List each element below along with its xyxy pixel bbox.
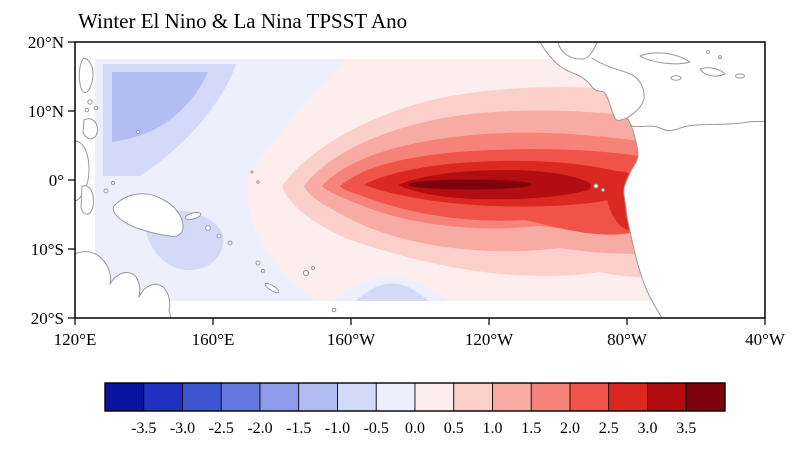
colorbar-tick-label: 1.5 <box>521 420 541 437</box>
fiji-island <box>302 269 310 277</box>
vanuatu-island <box>255 260 261 266</box>
colorbar-segment <box>182 382 222 412</box>
colorbar-tick-label: -3.5 <box>131 420 156 437</box>
america-landmass <box>540 42 765 318</box>
galapagos-island <box>601 188 605 192</box>
colorbar-tick-label: 2.0 <box>560 420 580 437</box>
y-tick-label: 10°N <box>28 102 64 121</box>
colorbar-segment <box>569 382 610 412</box>
contour-level-neg1.5-nw <box>112 72 208 142</box>
colorbar-segment <box>647 382 687 412</box>
cuba-island <box>639 52 691 65</box>
visayas-island <box>87 99 93 105</box>
x-tick-label: 80°W <box>607 330 648 349</box>
solomon-island <box>227 240 233 246</box>
solomon-island <box>216 233 222 239</box>
bahamas-island <box>705 49 711 55</box>
colorbar-tick-label: -2.0 <box>247 420 272 437</box>
colorbar-tick-label: -1.0 <box>325 420 350 437</box>
colorbar-segment <box>375 382 416 412</box>
visayas-island <box>93 105 99 111</box>
gilbert-island <box>256 180 260 184</box>
colorbar-segment <box>298 382 338 412</box>
x-tick-label: 120°W <box>465 330 514 349</box>
moluccas-island <box>103 188 109 194</box>
colorbar-segment <box>143 382 183 412</box>
colorbar-segment <box>453 382 493 412</box>
visayas-island <box>84 107 90 113</box>
colorbar-segment <box>220 382 261 412</box>
y-tick-label: 20°N <box>28 33 64 52</box>
colorbar-segment <box>414 382 455 412</box>
x-tick-label: 40°W <box>745 330 786 349</box>
coastlines <box>74 41 766 319</box>
new-caledonia-island <box>264 282 280 294</box>
luzon-island <box>78 57 94 94</box>
colorbar-segment <box>259 382 300 412</box>
colombia-venezuela-coastline <box>629 120 766 132</box>
new-britain-island <box>184 211 202 221</box>
new-guinea-island <box>112 193 184 237</box>
colorbar-tick-label: 3.0 <box>638 420 658 437</box>
colorbar-segment <box>608 382 648 412</box>
colorbar-tick-label: -2.5 <box>209 420 234 437</box>
caribbean-coastline <box>591 57 645 119</box>
palau-island <box>135 129 141 135</box>
colorbar-border <box>104 382 726 412</box>
colorbar-tick-label: 0.0 <box>405 420 425 437</box>
yucatan-coastline <box>557 41 598 60</box>
cool-patch-dateline-inner <box>356 283 428 301</box>
y-tick-label: 20°S <box>31 309 64 328</box>
colorbar-segment <box>337 382 377 412</box>
colorbar-tick-label: 3.5 <box>676 420 696 437</box>
jamaica-island <box>670 75 682 81</box>
colorbar-segment <box>685 382 726 412</box>
hispaniola-island <box>699 67 726 77</box>
solomon-island <box>205 225 211 231</box>
tonga-island <box>331 307 337 313</box>
y-axis: 20°N 10°N 0° 10°S 20°S <box>28 33 75 328</box>
australia-landmass <box>74 251 172 319</box>
colorbar: -3.5 -3.0 -2.5 -2.0 -1.5 -1.0 -0.5 0.0 0.5 1.0 1.5… <box>104 382 726 437</box>
vanuatu-island <box>260 268 266 274</box>
colorbar-tick-label: 2.5 <box>599 420 619 437</box>
y-tick-label: 0° <box>49 171 64 190</box>
x-tick-label: 160°E <box>192 330 235 349</box>
gilbert-island <box>250 170 254 174</box>
sulawesi-island <box>80 185 94 215</box>
mindanao-island <box>82 118 98 140</box>
y-tick-label: 10°S <box>31 240 64 259</box>
colorbar-tick-label: -1.5 <box>286 420 311 437</box>
america-coastline <box>539 41 663 319</box>
x-tick-label: 120°E <box>54 330 97 349</box>
colorbar-segment <box>492 382 532 412</box>
colorbar-tick-label: -3.0 <box>170 420 195 437</box>
colorbar-tick-label: -0.5 <box>364 420 389 437</box>
colorbar-segment <box>530 382 571 412</box>
colorbar-tick-label: 0.5 <box>444 420 464 437</box>
contour-core-max <box>408 179 532 190</box>
x-tick-label: 160°W <box>327 330 376 349</box>
moluccas-island <box>110 180 116 186</box>
colorbar-tick-label: 1.0 <box>483 420 503 437</box>
fiji-island <box>311 266 315 270</box>
x-axis: 120°E 160°E 160°W 120°W 80°W 40°W <box>54 318 786 349</box>
chart-title: Winter El Nino & La Nina TPSST Ano <box>78 9 407 33</box>
colorbar-segment <box>104 382 145 412</box>
galapagos-island <box>593 183 599 189</box>
puerto-rico-island <box>735 73 745 79</box>
bahamas-island <box>718 55 722 59</box>
